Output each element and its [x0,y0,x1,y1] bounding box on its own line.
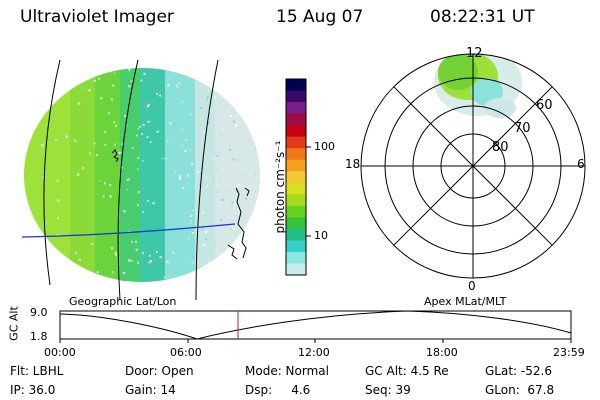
colorbar-band [286,136,306,149]
info-sequence: Seq: 39 [365,383,411,397]
time-tick-1800: 18:00 [426,346,458,359]
info-gain: Gain: 14 [125,383,176,397]
altitude-curve [59,310,572,340]
right-panel-caption: Apex MLat/MLT [424,295,507,308]
time-tick-1200: 12:00 [298,346,330,359]
time-tick-0000: 00:00 [44,346,76,359]
altitude-axis-title: GC Alt [7,306,21,341]
info-mode: Mode: Normal [245,364,329,378]
info-gc-altitude: GC Alt: 4.5 Re [365,364,449,378]
colorbar-band [286,113,306,126]
image-time: 08:22:31 UT [430,7,535,27]
colorbar-band [286,125,306,138]
colorbar-tick-100: 100 [314,140,335,153]
instrument-title: Ultraviolet Imager [20,7,174,27]
colorbar-band [286,148,306,161]
colorbar-frame [285,78,307,276]
left-panel-caption: Geographic Lat/Lon [69,295,177,308]
terminator-line [21,223,236,238]
mlt-label-dusk: 18 [345,157,361,171]
colorbar-band [286,205,306,218]
colorbar-tick-10: 10 [314,229,328,242]
coastline [111,149,250,260]
mlat-label-60: 60 [536,98,553,113]
info-dsp: Dsp: 4.6 [245,383,311,397]
info-door: Door: Open [125,364,194,378]
time-tick-2359: 23:59 [553,346,585,359]
lon-grid-lines [43,59,219,301]
colorbar-band [286,217,306,230]
mlt-label-midnight: 0 [468,279,476,293]
info-ip: IP: 36.0 [10,383,56,397]
mlat-label-80: 80 [492,140,509,155]
altitude-plot [59,310,572,343]
colorbar-band [286,171,306,184]
altitude-min-label: 1.8 [30,330,48,343]
colorbar-band [286,159,306,172]
colorbar-band [286,263,306,276]
colorbar-band [286,182,306,195]
image-date: 15 Aug 07 [276,7,364,27]
colorbar-band [286,228,306,242]
mlt-label-noon: 12 [466,46,483,61]
info-filter: Flt: LBHL [10,364,64,378]
mlat-label-70: 70 [514,121,531,136]
info-glon: GLon: 67.8 [485,383,555,397]
mlt-label-dawn: 6 [577,157,585,171]
colorbar-band [286,240,306,253]
colorbar-band [286,251,306,265]
colorbar-unit-label: photon cm⁻²s⁻¹ [273,140,287,234]
colorbar [286,79,306,276]
colorbar-ticks [306,146,311,237]
geographic-image [24,68,260,282]
colorbar-band [286,102,306,115]
time-tick-0600: 06:00 [170,346,202,359]
polar-plot [360,53,586,279]
colorbar-band [286,194,306,207]
altitude-max-label: 9.0 [30,306,48,319]
colorbar-band [286,90,306,103]
colorbar-band [286,79,306,92]
info-glat: GLat: -52.6 [485,364,552,378]
